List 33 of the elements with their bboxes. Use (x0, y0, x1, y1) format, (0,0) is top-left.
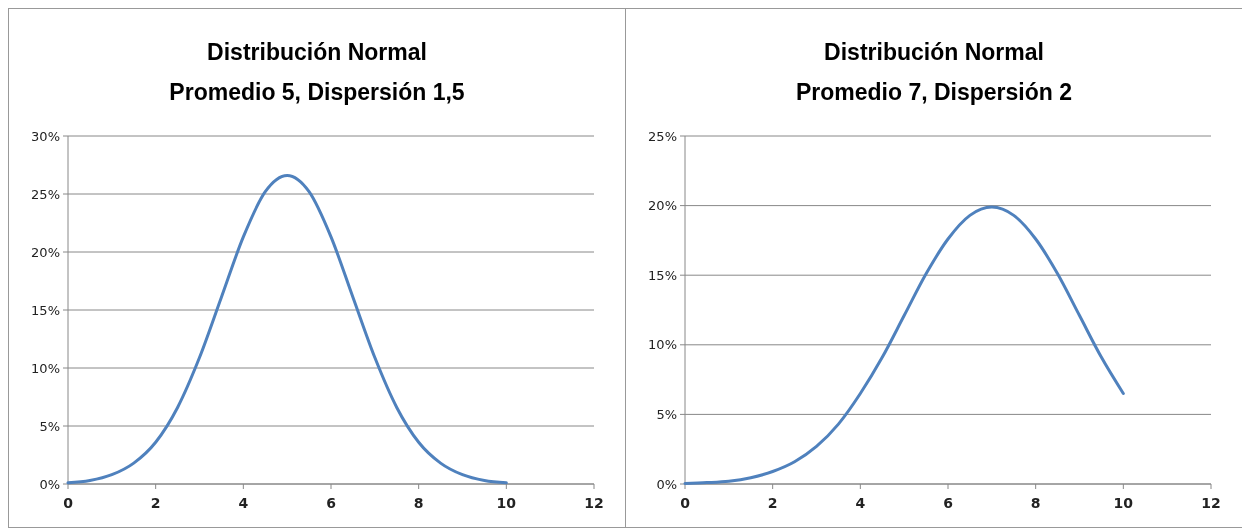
y-tick-label: 25% (648, 128, 677, 144)
y-tick-label: 0% (39, 476, 60, 492)
y-tick-label: 0% (656, 476, 677, 492)
x-tick-label: 12 (1201, 495, 1221, 511)
y-tick-label: 15% (31, 302, 60, 318)
x-tick-label: 6 (943, 495, 953, 511)
y-tick-label: 20% (31, 244, 60, 260)
x-tick-label: 8 (1030, 495, 1041, 511)
line-series (683, 205, 1125, 485)
chart-title: Distribución Normal (824, 39, 1044, 65)
x-tick-label: 2 (767, 495, 778, 511)
x-tick-label: 12 (584, 495, 604, 511)
y-tick-label: 15% (648, 267, 677, 283)
y-tick-label: 10% (648, 337, 677, 353)
x-tick-label: 8 (413, 495, 424, 511)
x-tick-label: 6 (326, 495, 336, 511)
y-tick-label: 10% (31, 360, 60, 376)
x-tick-label: 2 (150, 495, 161, 511)
y-tick-label: 5% (656, 406, 677, 422)
line-series (66, 173, 508, 485)
x-tick-label: 0 (63, 495, 74, 511)
y-tick-label: 20% (648, 198, 677, 214)
y-tick-label: 25% (31, 186, 60, 202)
y-tick-label: 5% (39, 418, 60, 434)
x-tick-label: 4 (238, 495, 249, 511)
y-tick-label: 30% (31, 128, 60, 144)
chart-title: Distribución Normal (207, 39, 427, 65)
chart-subtitle: Promedio 5, Dispersión 1,5 (169, 79, 465, 105)
x-tick-label: 4 (855, 495, 866, 511)
x-tick-label: 0 (680, 495, 691, 511)
x-tick-label: 10 (496, 495, 517, 511)
chart-subtitle: Promedio 7, Dispersión 2 (795, 79, 1073, 105)
x-tick-label: 10 (1113, 495, 1134, 511)
